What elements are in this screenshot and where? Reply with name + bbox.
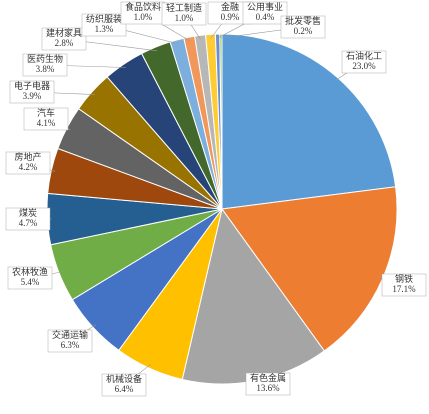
label-box xyxy=(22,53,68,77)
value-label: 6.4% xyxy=(115,384,134,394)
pie-slice xyxy=(219,33,223,210)
category-label: 金融 xyxy=(221,1,239,12)
value-label: 3.8% xyxy=(36,64,55,74)
category-label: 电子电器 xyxy=(14,80,50,91)
category-label: 农林牧渔 xyxy=(12,266,48,277)
value-label: 17.1% xyxy=(392,284,416,294)
category-label: 钢铁 xyxy=(395,273,413,284)
label-box xyxy=(41,27,87,51)
category-label: 食品饮料 xyxy=(125,1,161,12)
category-label: 交通运输 xyxy=(52,329,88,340)
label-box xyxy=(280,15,326,39)
category-label: 轻工制造 xyxy=(166,2,202,13)
category-label: 汽车 xyxy=(37,107,55,118)
value-label: 4.2% xyxy=(19,162,38,172)
value-label: 1.0% xyxy=(134,12,153,22)
category-label: 煤炭 xyxy=(19,207,37,218)
label-box xyxy=(101,373,147,397)
label-box xyxy=(81,13,127,37)
category-label: 建材家具 xyxy=(46,27,82,38)
label-box xyxy=(242,1,288,25)
category-label: 石油化工 xyxy=(346,50,382,61)
label-box xyxy=(5,207,51,231)
label-box xyxy=(5,151,51,175)
value-label: 13.6% xyxy=(256,383,280,393)
value-label: 1.0% xyxy=(175,13,194,23)
value-label: 5.4% xyxy=(21,277,40,287)
value-label: 3.9% xyxy=(23,91,42,101)
category-label: 公用事业 xyxy=(247,1,283,12)
value-label: 23.0% xyxy=(352,61,376,71)
value-label: 0.4% xyxy=(256,12,275,22)
value-label: 0.2% xyxy=(294,26,313,36)
value-label: 4.7% xyxy=(19,218,38,228)
category-label: 房地产 xyxy=(14,151,41,162)
value-label: 1.3% xyxy=(95,24,114,34)
label-box xyxy=(7,266,53,290)
label-box xyxy=(47,329,93,353)
label-box xyxy=(9,80,55,104)
value-label: 4.1% xyxy=(37,118,56,128)
pie-slice xyxy=(221,33,397,210)
value-label: 0.9% xyxy=(221,12,240,22)
label-box xyxy=(341,50,387,74)
category-label: 纺织服装 xyxy=(86,13,122,24)
label-box xyxy=(23,107,69,131)
category-label: 医药生物 xyxy=(27,53,63,64)
label-box xyxy=(245,372,291,396)
category-label: 有色金属 xyxy=(250,372,286,383)
value-label: 2.8% xyxy=(55,38,74,48)
category-label: 批发零售 xyxy=(285,15,321,26)
label-box xyxy=(381,273,427,297)
category-label: 机械设备 xyxy=(106,373,142,384)
label-box xyxy=(161,2,207,26)
value-label: 6.3% xyxy=(61,340,80,350)
